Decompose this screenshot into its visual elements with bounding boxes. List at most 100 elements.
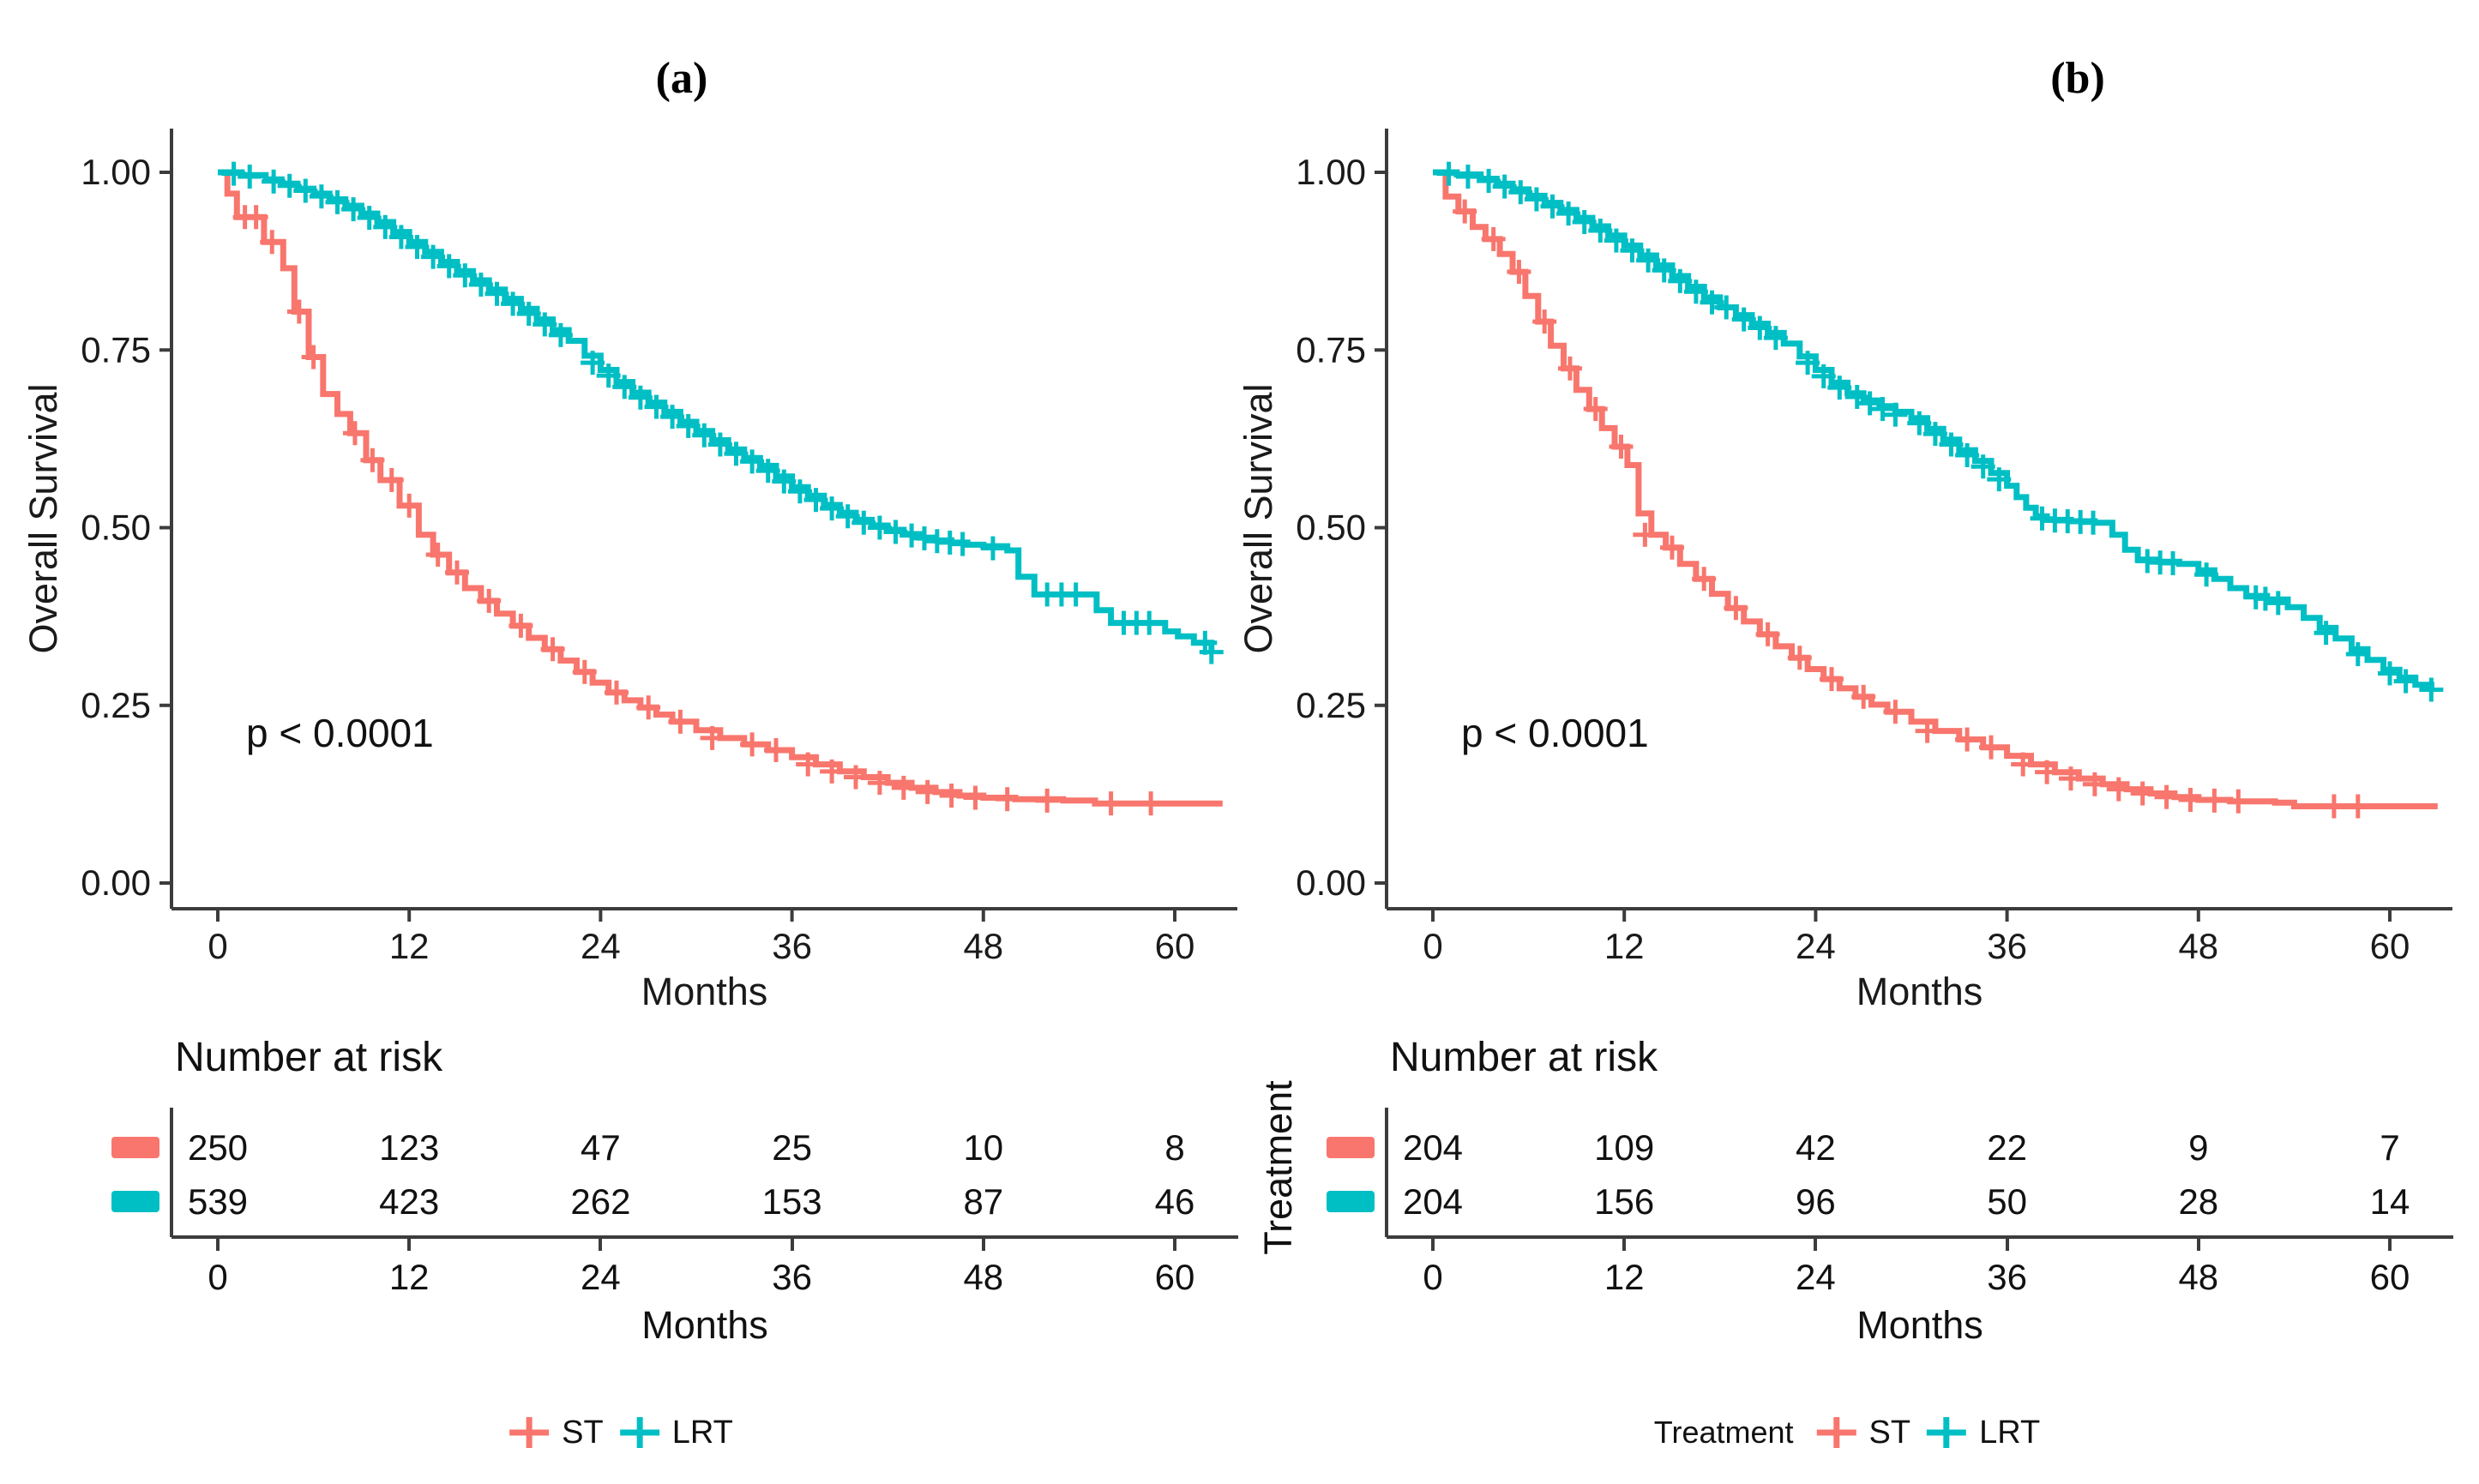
risk-x-tick-label: 24 bbox=[581, 1257, 621, 1297]
risk-x-tick bbox=[1431, 1239, 1435, 1251]
risk-table-x-axis bbox=[171, 1235, 1238, 1239]
x-tick-label: 60 bbox=[2370, 926, 2410, 966]
risk-table-axis-line bbox=[1385, 1108, 1388, 1237]
legend-label-st: ST bbox=[1868, 1414, 1911, 1451]
legend-label-lrt: LRT bbox=[1979, 1414, 2041, 1451]
risk-count-st: 10 bbox=[963, 1127, 1004, 1168]
risk-count-st: 123 bbox=[379, 1127, 440, 1168]
y-tick-label: 0.25 bbox=[81, 685, 151, 725]
panel-a-title: (a) bbox=[655, 54, 708, 103]
legend-item-st: ST bbox=[1814, 1413, 1911, 1452]
panel-a: 1.00 0.75 0.50 0.25 0.00 0 12 24 36 48 60 Months Ove… bbox=[21, 54, 1238, 1452]
legend-label-st: ST bbox=[562, 1414, 604, 1451]
risk-count-lrt: 539 bbox=[187, 1181, 249, 1222]
risk-x-tick bbox=[981, 1239, 985, 1251]
risk-table-heading: Number at risk bbox=[1390, 1035, 1658, 1080]
risk-x-tick-label: 60 bbox=[1154, 1257, 1195, 1297]
legend-title: Treatment bbox=[1653, 1415, 1794, 1450]
risk-x-tick bbox=[407, 1239, 412, 1251]
risk-x-tick-label: 12 bbox=[1604, 1257, 1645, 1297]
x-tick-label: 0 bbox=[1423, 926, 1442, 966]
risk-x-tick bbox=[216, 1239, 220, 1251]
risk-count-st: 8 bbox=[1164, 1127, 1185, 1168]
panel-b-title: (b) bbox=[2050, 54, 2105, 103]
risk-x-tick bbox=[599, 1239, 603, 1251]
risk-table-heading: Number at risk bbox=[175, 1035, 443, 1080]
survival-plot-b: 1.00 0.75 0.50 0.25 0.00 0 12 24 36 48 60 Months Ove… bbox=[1236, 129, 2452, 1013]
legend-item-lrt: LRT bbox=[1924, 1413, 2040, 1452]
y-axis-title: Overall Survival bbox=[21, 383, 65, 653]
survival-plot-a: 1.00 0.75 0.50 0.25 0.00 0 12 24 36 48 60 Months Ove… bbox=[21, 129, 1237, 1013]
x-tick-label: 24 bbox=[1796, 926, 1836, 966]
risk-count-st: 7 bbox=[2380, 1127, 2400, 1168]
y-tick-label: 0.75 bbox=[1296, 329, 1366, 369]
risk-x-tick-label: 60 bbox=[2369, 1257, 2410, 1297]
risk-x-tick bbox=[1622, 1239, 1627, 1251]
risk-count-lrt: 262 bbox=[570, 1181, 631, 1222]
x-tick-label: 0 bbox=[208, 926, 227, 966]
x-axis-title: Months bbox=[1856, 970, 1983, 1013]
x-tick-label: 36 bbox=[1987, 926, 2027, 966]
risk-count-lrt: 96 bbox=[1796, 1181, 1836, 1222]
y-tick-label: 0.00 bbox=[81, 862, 151, 903]
risk-count-st: 47 bbox=[581, 1127, 621, 1168]
risk-count-lrt: 153 bbox=[761, 1181, 822, 1222]
risk-count-st: 42 bbox=[1796, 1127, 1836, 1168]
km-curve-lrt bbox=[218, 169, 1215, 652]
x-tick-label: 48 bbox=[2178, 926, 2218, 966]
risk-x-tick-label: 0 bbox=[1423, 1257, 1443, 1297]
censor-plus-icon bbox=[1816, 1417, 1856, 1448]
risk-count-lrt: 423 bbox=[379, 1181, 440, 1222]
risk-row-swatch-lrt bbox=[111, 1191, 159, 1212]
y-tick-label: 1.00 bbox=[1296, 152, 1366, 192]
risk-x-tick-label: 36 bbox=[772, 1257, 812, 1297]
x-tick-label: 24 bbox=[581, 926, 621, 966]
risk-row-swatch-st bbox=[1327, 1137, 1375, 1158]
legend-item-lrt: LRT bbox=[617, 1413, 733, 1452]
y-tick-label: 0.50 bbox=[1296, 508, 1366, 548]
p-value-annotation: p < 0.0001 bbox=[1461, 711, 1649, 755]
legend-b: Treatment ST LRT bbox=[1654, 1413, 2040, 1452]
risk-x-tick bbox=[1814, 1239, 1818, 1251]
y-tick-label: 0.25 bbox=[1296, 685, 1366, 725]
risk-count-st: 204 bbox=[1402, 1127, 1464, 1168]
risk-x-tick bbox=[2005, 1239, 2009, 1251]
km-curve-st bbox=[218, 169, 1223, 807]
y-tick-label: 0.75 bbox=[81, 329, 151, 369]
risk-count-lrt: 28 bbox=[2178, 1181, 2219, 1222]
risk-count-st: 109 bbox=[1594, 1127, 1655, 1168]
censor-plus-icon bbox=[619, 1417, 659, 1448]
risk-table-xlabel: Months bbox=[1856, 1303, 1983, 1347]
risk-x-tick-label: 24 bbox=[1796, 1257, 1836, 1297]
risk-x-tick-label: 36 bbox=[1987, 1257, 2027, 1297]
y-tick-label: 0.50 bbox=[81, 508, 151, 548]
x-tick-label: 48 bbox=[963, 926, 1003, 966]
y-tick-label: 1.00 bbox=[81, 152, 151, 192]
panel-b: 1.00 0.75 0.50 0.25 0.00 0 12 24 36 48 60 Months Ove… bbox=[1215, 0, 2479, 1484]
risk-count-lrt: 14 bbox=[2369, 1181, 2410, 1222]
censor-plus-icon bbox=[509, 1417, 550, 1448]
legend-item-st: ST bbox=[507, 1413, 604, 1452]
risk-x-tick-label: 0 bbox=[208, 1257, 228, 1297]
x-axis-title: Months bbox=[641, 970, 768, 1013]
risk-count-lrt: 156 bbox=[1594, 1181, 1655, 1222]
risk-count-lrt: 46 bbox=[1154, 1181, 1195, 1222]
legend-a: ST LRT bbox=[507, 1413, 733, 1452]
risk-x-tick bbox=[2196, 1239, 2200, 1251]
risk-x-tick-label: 48 bbox=[963, 1257, 1004, 1297]
risk-count-st: 250 bbox=[187, 1127, 249, 1168]
x-tick-label: 36 bbox=[772, 926, 812, 966]
risk-count-lrt: 50 bbox=[1987, 1181, 2027, 1222]
censor-plus-icon bbox=[1927, 1417, 1967, 1448]
legend-label-lrt: LRT bbox=[671, 1414, 733, 1451]
x-tick-label: 12 bbox=[1604, 926, 1645, 966]
risk-count-lrt: 204 bbox=[1402, 1181, 1464, 1222]
risk-x-tick-label: 12 bbox=[388, 1257, 430, 1297]
risk-table-xlabel: Months bbox=[641, 1303, 768, 1347]
risk-count-st: 22 bbox=[1987, 1127, 2027, 1168]
risk-x-tick bbox=[1173, 1239, 1176, 1251]
km-curve-lrt bbox=[1433, 169, 2434, 690]
y-axis-title: Overall Survival bbox=[1236, 383, 1280, 653]
risk-x-tick-label: 48 bbox=[2178, 1257, 2219, 1297]
risk-x-tick bbox=[790, 1239, 794, 1251]
